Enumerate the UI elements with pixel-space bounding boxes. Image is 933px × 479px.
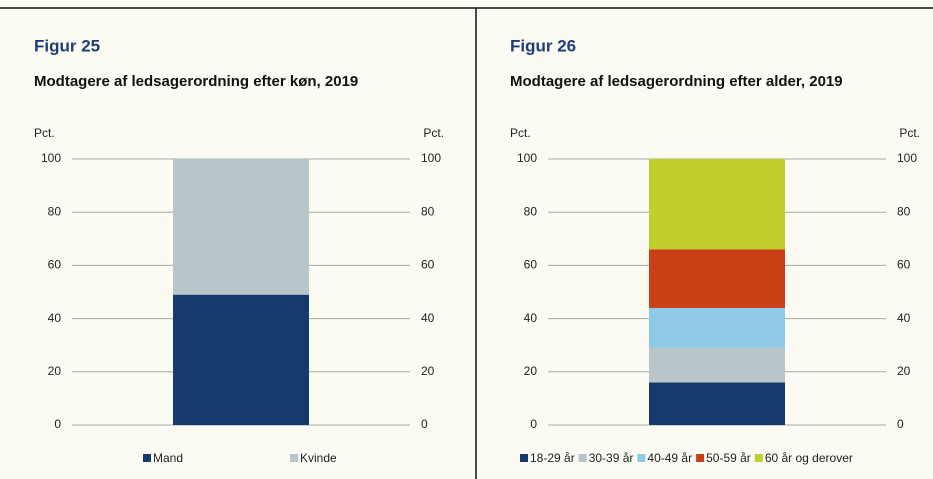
y-tick-label: 60 xyxy=(524,258,538,272)
legend-swatch xyxy=(696,454,705,462)
figure-label: Figur 25 xyxy=(34,36,100,55)
y2-tick-label: 100 xyxy=(897,151,917,165)
bar-segment xyxy=(649,159,785,250)
y2-tick-label: 20 xyxy=(421,364,435,378)
legend-label: 30-39 år xyxy=(589,451,634,465)
legend-label: Mand xyxy=(153,451,183,465)
legend-swatch xyxy=(143,454,151,462)
y2-axis-label: Pct. xyxy=(423,126,444,140)
y2-tick-label: 20 xyxy=(897,364,911,378)
y2-tick-label: 0 xyxy=(897,417,904,431)
legend-label: 18-29 år xyxy=(530,451,575,465)
bar-segment xyxy=(649,249,785,308)
y2-tick-label: 100 xyxy=(421,151,441,165)
legend-label: 40-49 år xyxy=(647,451,692,465)
y2-tick-label: 0 xyxy=(421,417,428,431)
legend-label: 50-59 år xyxy=(706,451,751,465)
y2-tick-label: 80 xyxy=(897,204,911,218)
bar-segment xyxy=(649,307,785,348)
legend-swatch xyxy=(290,454,298,462)
legend-label: 60 år og derover xyxy=(765,451,853,465)
legend-label: Kvinde xyxy=(300,451,337,465)
legend-swatch xyxy=(520,454,528,462)
y-tick-label: 80 xyxy=(524,204,538,218)
legend-swatch xyxy=(637,454,646,462)
bar-segment xyxy=(649,382,785,425)
y-tick-label: 20 xyxy=(524,364,538,378)
y2-tick-label: 60 xyxy=(421,258,435,272)
chart-title: Modtagere af ledsagerordning efter køn, … xyxy=(34,73,358,90)
y-tick-label: 20 xyxy=(48,364,62,378)
bar-segment xyxy=(173,294,309,425)
y-tick-label: 0 xyxy=(530,417,537,431)
y-axis-label: Pct. xyxy=(34,126,55,140)
y-tick-label: 40 xyxy=(48,311,62,325)
y-axis-label: Pct. xyxy=(510,126,531,140)
y2-axis-label: Pct. xyxy=(899,126,920,140)
y-tick-label: 60 xyxy=(48,258,62,272)
chart-title: Modtagere af ledsagerordning efter alder… xyxy=(510,73,843,90)
y-tick-label: 40 xyxy=(524,311,538,325)
figure-label: Figur 26 xyxy=(510,36,576,55)
y2-tick-label: 40 xyxy=(421,311,435,325)
bar-segment xyxy=(173,159,309,295)
y2-tick-label: 80 xyxy=(421,204,435,218)
y2-tick-label: 60 xyxy=(897,258,911,272)
y-tick-label: 100 xyxy=(517,151,537,165)
y2-tick-label: 40 xyxy=(897,311,911,325)
y-tick-label: 80 xyxy=(48,204,62,218)
legend-swatch xyxy=(754,454,763,462)
bar-segment xyxy=(649,347,785,383)
y-tick-label: 0 xyxy=(54,417,61,431)
y-tick-label: 100 xyxy=(41,151,61,165)
legend-swatch xyxy=(578,454,587,462)
